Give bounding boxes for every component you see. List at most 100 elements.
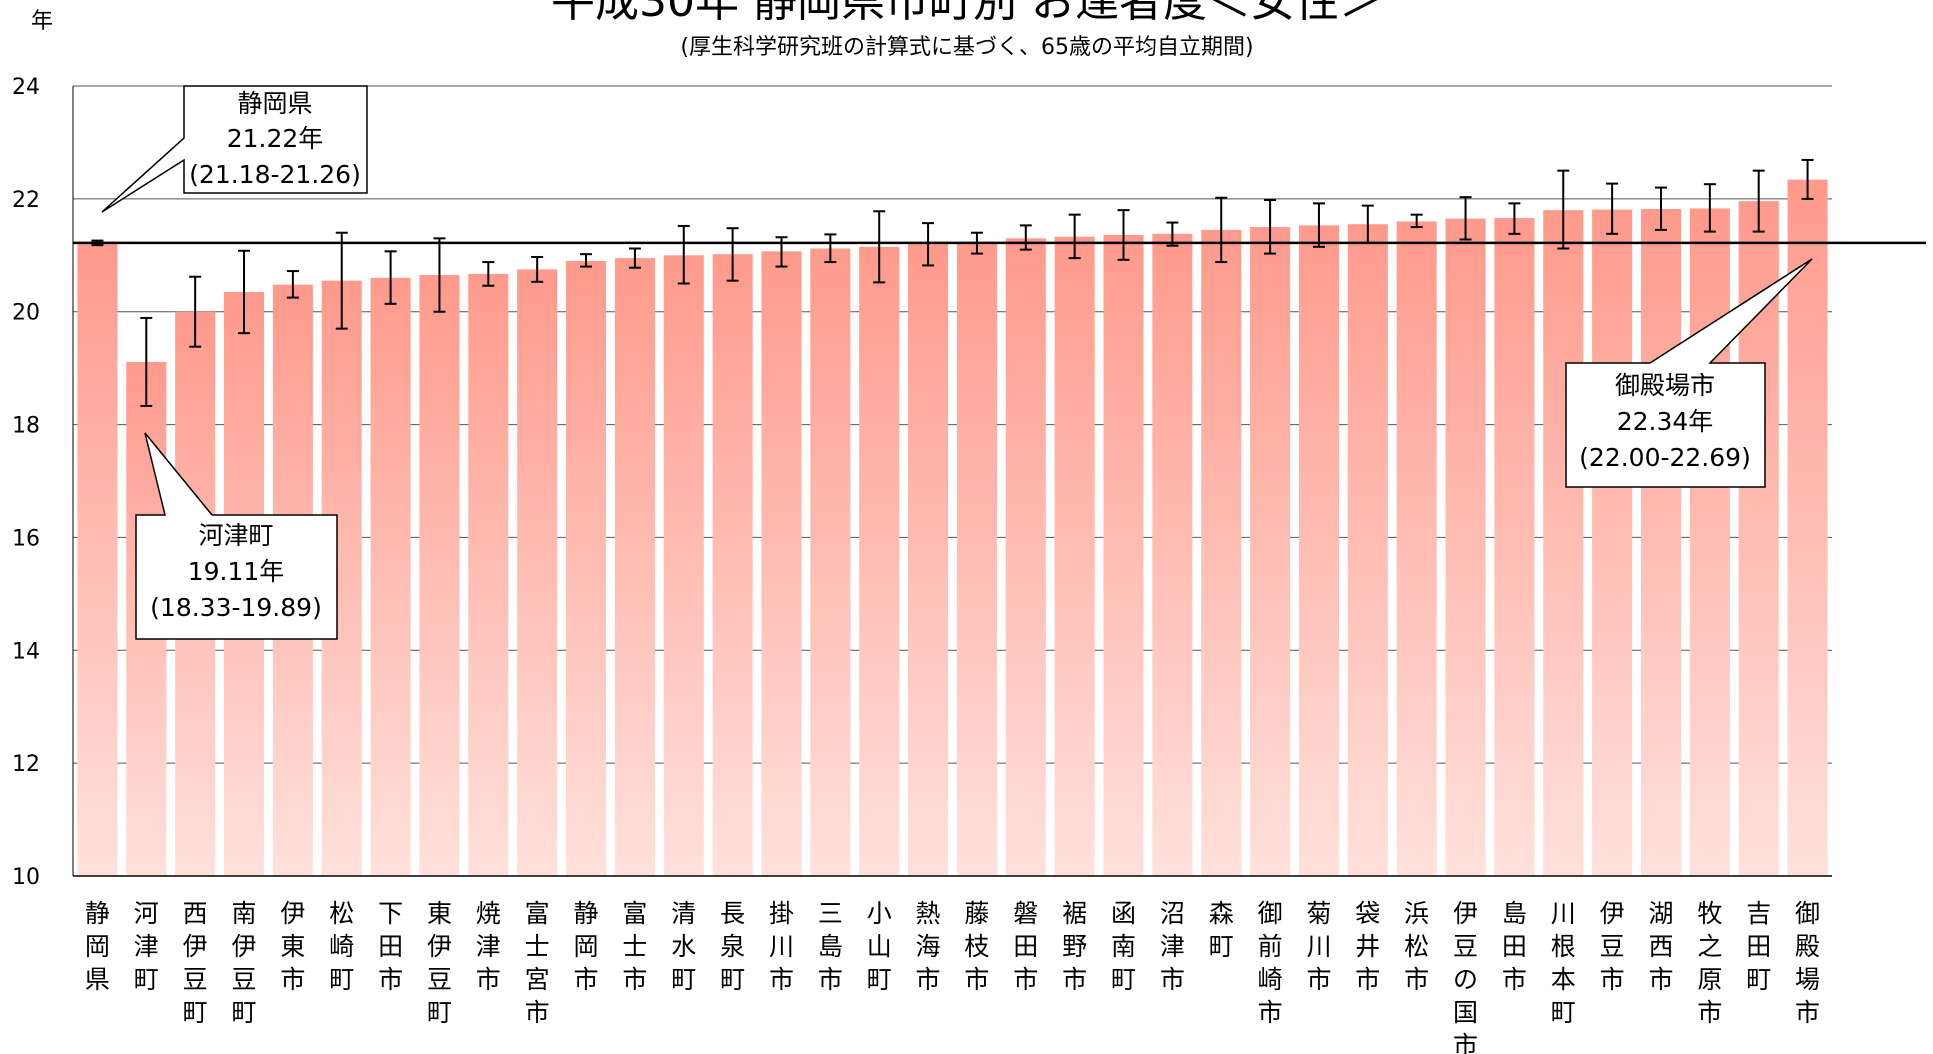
x-tick-label: 三島市 xyxy=(818,899,843,994)
error-bar xyxy=(1312,202,1325,248)
x-tick-label: 静岡市 xyxy=(574,899,599,994)
bar xyxy=(1201,229,1242,877)
bar xyxy=(1152,233,1193,877)
bar xyxy=(1543,210,1584,877)
error-bar xyxy=(1068,213,1081,260)
gridlines: 10 12 14 16 18 20 22 24 xyxy=(12,75,1832,890)
error-bar xyxy=(335,231,348,330)
bar xyxy=(517,269,558,877)
error-bar xyxy=(1410,213,1423,229)
error-bar xyxy=(1752,169,1765,233)
x-tick-label: 川根本町 xyxy=(1551,899,1576,1027)
error-bars xyxy=(91,158,1814,407)
bars xyxy=(77,179,1828,877)
bar xyxy=(1787,179,1828,876)
x-tick-label: 裾野市 xyxy=(1062,899,1087,994)
x-tick-label: 南伊豆町 xyxy=(232,899,257,1027)
x-tick-label: 静岡県 xyxy=(85,899,110,994)
error-bar xyxy=(1459,196,1472,241)
error-bar xyxy=(1801,158,1814,200)
callout-name: 静岡県 xyxy=(237,89,312,118)
error-bar xyxy=(1508,202,1521,235)
bar xyxy=(1396,221,1437,876)
callout-name: 御殿場市 xyxy=(1615,371,1715,400)
error-bar xyxy=(531,255,544,283)
bar xyxy=(1250,227,1291,877)
error-bar xyxy=(1606,182,1619,235)
x-tick-label: 富士宮市 xyxy=(525,899,550,1027)
bar xyxy=(566,260,607,876)
category-labels: 静岡県河津町西伊豆町南伊豆町伊東市松崎町下田市東伊豆町焼津市富士宮市静岡市富士市… xyxy=(85,899,1820,1054)
x-tick-label: 沼津市 xyxy=(1160,899,1185,994)
x-tick-label: 吉田町 xyxy=(1746,899,1771,994)
error-bar xyxy=(1215,196,1228,264)
callout-box xyxy=(135,432,338,640)
x-tick-label: 清水町 xyxy=(671,899,696,994)
error-bar xyxy=(1557,169,1570,250)
y-tick-label: 20 xyxy=(12,301,40,326)
callout-value: 21.22年 xyxy=(227,124,324,153)
y-tick-label: 10 xyxy=(12,865,40,890)
bar xyxy=(908,244,949,876)
x-tick-label: 森町 xyxy=(1209,899,1234,961)
error-bar xyxy=(1703,183,1716,233)
error-bar xyxy=(580,253,593,268)
x-tick-label: 牧之原市 xyxy=(1697,899,1722,1027)
error-bar xyxy=(140,316,153,407)
bar xyxy=(1103,234,1144,876)
bar xyxy=(1298,225,1339,877)
error-bar xyxy=(1019,224,1032,251)
bar xyxy=(1592,209,1633,877)
bar xyxy=(663,255,704,877)
error-bar xyxy=(433,237,446,313)
y-tick-label: 12 xyxy=(12,752,40,777)
x-tick-label: 河津町 xyxy=(134,899,159,994)
bar xyxy=(761,251,802,877)
error-bar xyxy=(286,270,299,299)
axes xyxy=(72,86,1926,877)
x-tick-label: 富士市 xyxy=(622,899,647,994)
x-tick-label: 袋井市 xyxy=(1355,899,1380,994)
callout-gotemba: 御殿場市 22.34年 (22.00-22.69) xyxy=(1565,258,1813,488)
x-tick-label: 島田市 xyxy=(1502,899,1527,994)
error-bar xyxy=(1654,186,1667,231)
error-bar xyxy=(628,247,641,269)
bar xyxy=(370,277,411,876)
y-axis-unit-label: 年 xyxy=(31,9,53,34)
callout-box xyxy=(1565,258,1813,488)
x-tick-label: 伊豆の国市 xyxy=(1453,899,1478,1054)
callout-name: 河津町 xyxy=(198,521,273,550)
x-tick-label: 西伊豆町 xyxy=(183,899,208,1027)
callout-range: (18.33-19.89) xyxy=(150,593,322,622)
x-tick-label: 藤枝市 xyxy=(964,899,989,994)
bar xyxy=(956,242,997,877)
callout-kawazu: 河津町 19.11年 (18.33-19.89) xyxy=(135,432,338,640)
error-bar xyxy=(922,222,935,267)
bar xyxy=(1640,209,1682,876)
y-tick-label: 16 xyxy=(12,526,40,551)
callout-value: 22.34年 xyxy=(1617,407,1714,436)
y-tick-label: 18 xyxy=(12,414,40,439)
callout-range: (22.00-22.69) xyxy=(1579,443,1751,472)
bar xyxy=(1689,208,1730,876)
y-tick-label: 22 xyxy=(12,188,40,213)
error-bar xyxy=(677,224,690,285)
bar xyxy=(1494,218,1535,877)
x-tick-label: 御前崎市 xyxy=(1258,899,1283,1027)
x-tick-label: 湖西市 xyxy=(1648,899,1673,994)
y-tick-label: 14 xyxy=(12,639,40,664)
bar xyxy=(468,273,509,877)
x-tick-label: 焼津市 xyxy=(476,899,501,994)
x-tick-label: 熱海市 xyxy=(916,899,941,994)
x-tick-label: 小山町 xyxy=(867,899,892,994)
x-tick-label: 菊川市 xyxy=(1306,899,1331,994)
error-bar xyxy=(238,249,251,335)
callout-value: 19.11年 xyxy=(188,557,285,586)
error-bar xyxy=(1117,209,1130,261)
x-tick-label: 東伊豆町 xyxy=(427,899,452,1027)
x-tick-label: 伊豆市 xyxy=(1600,899,1625,994)
x-tick-label: 磐田市 xyxy=(1013,899,1038,994)
callout-box xyxy=(101,85,368,213)
chart-subtitle: (厚生科学研究班の計算式に基づく、65歳の平均自立期間) xyxy=(680,35,1253,60)
